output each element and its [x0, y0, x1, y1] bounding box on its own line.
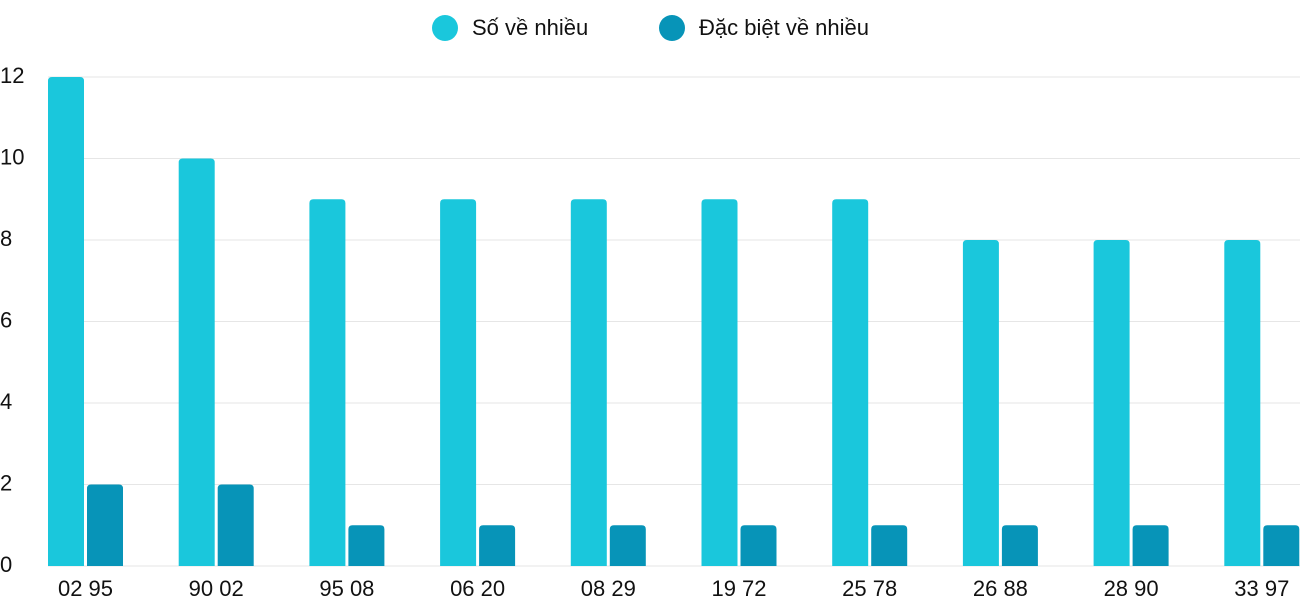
- legend-label: Đặc biệt về nhiều: [699, 15, 869, 40]
- y-tick-label: 0: [0, 552, 12, 577]
- x-tick-label: 08 29: [581, 576, 636, 600]
- x-tick-label: 33 97: [1234, 576, 1289, 600]
- bar: [1224, 240, 1261, 566]
- bar: [832, 199, 869, 566]
- y-tick-label: 8: [0, 226, 12, 251]
- bar: [87, 484, 123, 566]
- bar: [871, 525, 908, 566]
- y-tick-label: 6: [0, 307, 12, 332]
- x-tick-label: 90 02: [189, 576, 244, 600]
- bar: [309, 199, 346, 566]
- legend-marker: [659, 15, 685, 41]
- x-tick-label: 19 72: [711, 576, 766, 600]
- legend-label: Số về nhiều: [472, 15, 588, 40]
- y-tick-label: 12: [0, 63, 24, 88]
- bar: [348, 525, 385, 566]
- x-tick-label: 02 95: [58, 576, 113, 600]
- bar: [701, 199, 738, 566]
- bar: [217, 484, 254, 566]
- x-tick-label: 06 20: [450, 576, 505, 600]
- bar: [1132, 525, 1169, 566]
- y-tick-label: 2: [0, 470, 12, 495]
- y-tick-label: 4: [0, 389, 12, 414]
- bar: [1001, 525, 1038, 566]
- bar: [48, 77, 84, 566]
- y-tick-label: 10: [0, 144, 24, 169]
- x-tick-label: 26 88: [973, 576, 1028, 600]
- bar: [962, 240, 999, 566]
- bar: [440, 199, 477, 566]
- legend-marker: [432, 15, 458, 41]
- bar: [609, 525, 646, 566]
- bar: [740, 525, 777, 566]
- bar: [178, 158, 215, 566]
- x-tick-label: 28 90: [1104, 576, 1159, 600]
- x-tick-label: 95 08: [319, 576, 374, 600]
- x-tick-label: 25 78: [842, 576, 897, 600]
- bar: [1093, 240, 1130, 566]
- bar: [479, 525, 516, 566]
- bar: [570, 199, 607, 566]
- bar: [1263, 525, 1300, 566]
